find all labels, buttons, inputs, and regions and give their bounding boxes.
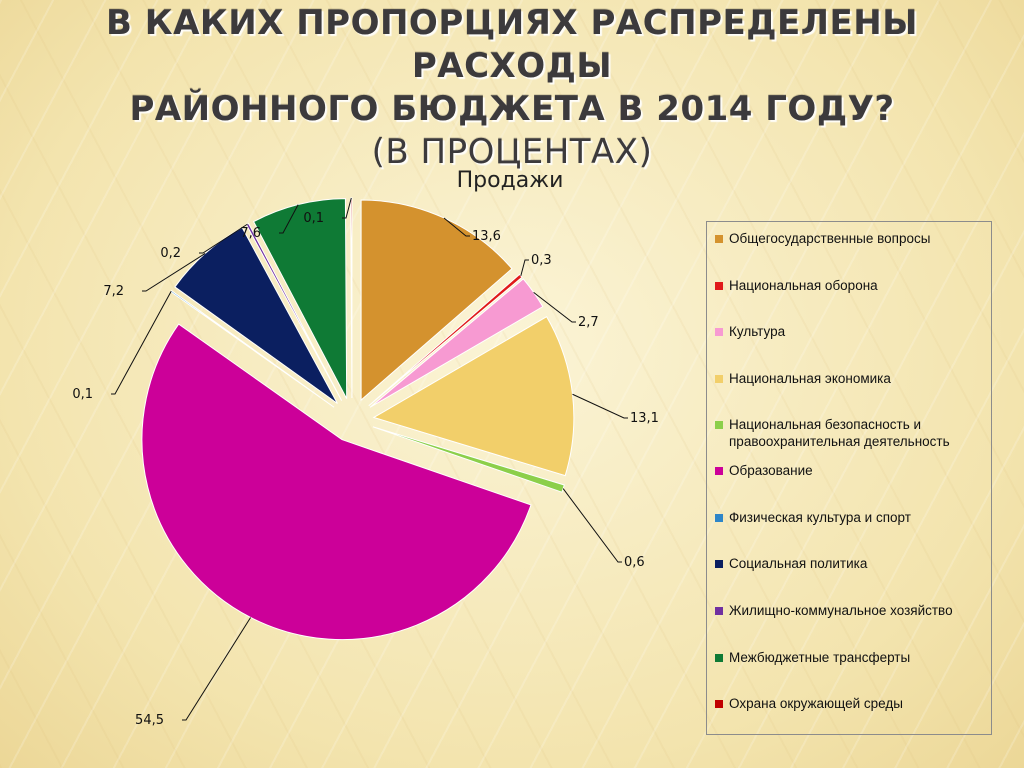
- title-line-1: В КАКИХ ПРОПОРЦИЯХ РАСПРЕДЕЛЕНЫ РАСХОДЫ: [106, 3, 918, 86]
- legend-swatch: [715, 235, 723, 243]
- legend-label: Жилищно-коммунальное хозяйство: [729, 603, 953, 618]
- legend-swatch: [715, 607, 723, 615]
- pie-slice: [368, 273, 523, 407]
- leader-line: [572, 393, 628, 419]
- pie-slice: [350, 197, 353, 399]
- legend-label: Общегосударственные вопросы: [729, 231, 931, 246]
- legend-swatch: [715, 560, 723, 568]
- data-label: 13,6: [472, 229, 501, 244]
- pie-slices: [141, 197, 575, 641]
- legend-item: Физическая культура и спорт: [715, 509, 991, 526]
- legend-label: Межбюджетные трансферты: [729, 650, 911, 665]
- pie-slice: [369, 278, 544, 408]
- leader-line: [182, 617, 252, 721]
- slide-title: В КАКИХ ПРОПОРЦИЯХ РАСПРЕДЕЛЕНЫ РАСХОДЫ …: [0, 2, 1024, 174]
- pie-value-labels: 13,6 0,3 2,7 13,1 0,6 54,5 0,1 7,2 0,2 7,6 0,1: [72, 197, 659, 728]
- leader-line: [562, 488, 622, 563]
- data-label: 7,2: [103, 284, 124, 299]
- data-label: 13,1: [630, 411, 659, 426]
- legend-label: Социальная политика: [729, 556, 868, 571]
- leader-line: [342, 197, 352, 219]
- legend-swatch: [715, 467, 723, 475]
- legend-item: Охрана окружающей среды: [715, 695, 991, 712]
- legend-swatch: [715, 375, 723, 383]
- legend-swatch: [715, 700, 723, 708]
- legend-item: Культура: [715, 323, 991, 340]
- leader-line: [443, 217, 470, 237]
- title-line-2: РАЙОННОГО БЮДЖЕТА В 2014 ГОДУ?: [129, 89, 895, 129]
- data-label: 0,1: [303, 211, 324, 226]
- title-line-3: (В ПРОЦЕНТАХ): [371, 132, 653, 172]
- data-label: 7,6: [240, 226, 261, 241]
- legend-item: Жилищно-коммунальное хозяйство: [715, 602, 991, 619]
- legend-label: Национальная экономика: [729, 371, 891, 386]
- leader-line: [111, 290, 172, 395]
- data-label: 0,2: [160, 246, 181, 261]
- legend-item: Национальная безопасность и правоохранит…: [715, 416, 991, 450]
- legend-swatch: [715, 328, 723, 336]
- leader-line: [279, 204, 299, 234]
- legend-item: Национальная оборона: [715, 277, 991, 294]
- data-label: 0,1: [72, 387, 93, 402]
- leader-line: [142, 253, 206, 292]
- legend-swatch: [715, 421, 723, 429]
- legend-label: Национальная оборона: [729, 278, 878, 293]
- legend-item: Межбюджетные трансферты: [715, 649, 991, 666]
- legend-label: Образование: [729, 463, 813, 478]
- chart-legend: Общегосударственные вопросы Национальная …: [706, 221, 992, 735]
- legend-swatch: [715, 514, 723, 522]
- legend-item: Общегосударственные вопросы: [715, 230, 991, 247]
- pie-slice: [141, 323, 532, 641]
- leader-line: [520, 259, 529, 276]
- data-label: 54,5: [135, 713, 164, 728]
- legend-item: Образование: [715, 462, 991, 479]
- legend-label: Охрана окружающей среды: [729, 696, 903, 711]
- leader-line: [199, 223, 248, 254]
- legend-label: Культура: [729, 324, 786, 339]
- legend-item: Национальная экономика: [715, 370, 991, 387]
- legend-label: Физическая культура и спорт: [729, 510, 911, 525]
- legend-swatch: [715, 654, 723, 662]
- legend-label: Национальная безопасность и правоохранит…: [729, 417, 950, 449]
- data-label: 0,3: [531, 253, 552, 268]
- chart-title: Продажи: [456, 168, 564, 193]
- leader-line: [533, 291, 576, 323]
- data-label: 0,6: [624, 555, 645, 570]
- data-label: 2,7: [578, 315, 599, 330]
- legend-item: Социальная политика: [715, 555, 991, 572]
- legend-swatch: [715, 282, 723, 290]
